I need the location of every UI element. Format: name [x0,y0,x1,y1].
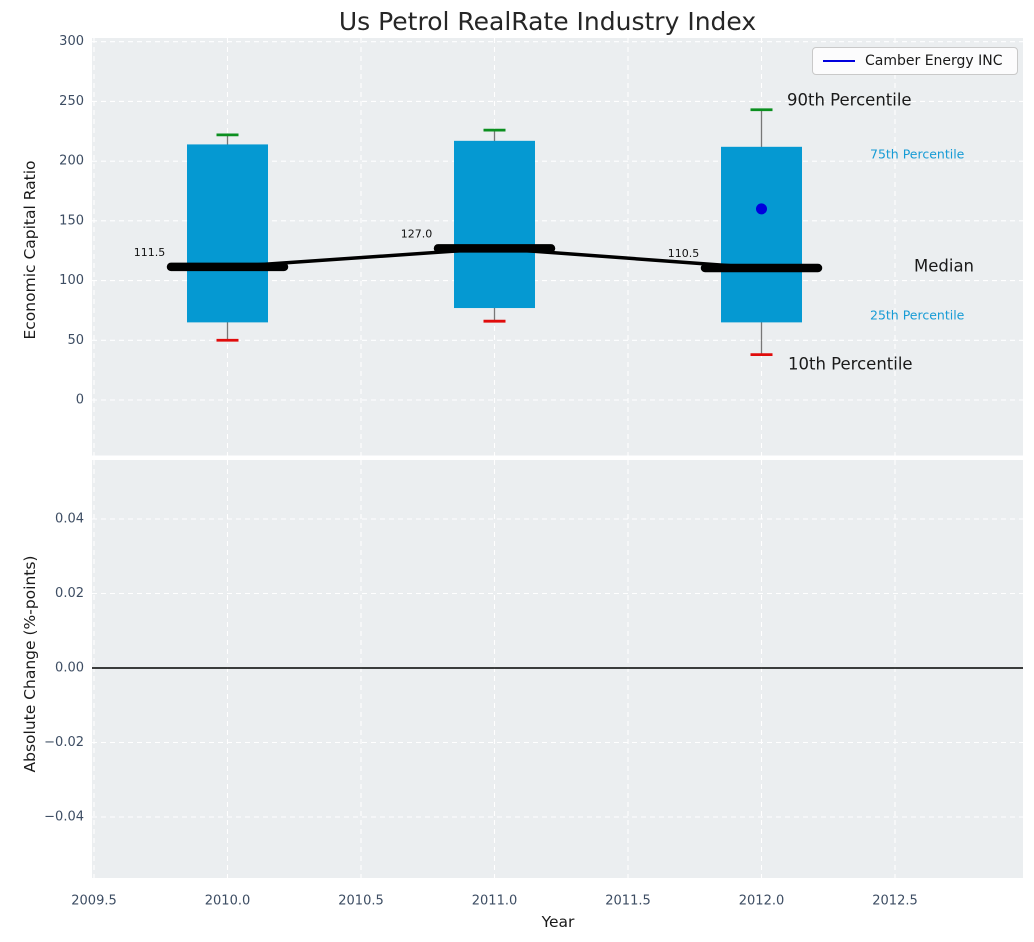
annotation-75th-percentile: 75th Percentile [870,146,965,162]
legend: Camber Energy INC [812,47,1018,75]
top-y-tick-label: 100 [59,273,84,288]
company-point [756,203,767,215]
x-tick-label: 2011.0 [472,894,518,909]
x-tick-label: 2012.5 [872,894,918,909]
chart-title: Us Petrol RealRate Industry Index [338,7,757,36]
box-2012 [721,146,802,323]
bottom-y-tick-label: −0.04 [44,810,84,825]
x-tick-label: 2011.5 [605,894,651,909]
bottom-y-tick-label: 0.00 [55,661,84,676]
bottom-y-axis-label: Absolute Change (%-points) [21,555,39,773]
box-2010 [187,144,268,323]
x-axis-label: Year [541,913,575,931]
annotation-median: Median [914,256,975,276]
top-y-tick-label: 300 [59,34,84,49]
annotation-90th-percentile: 90th Percentile [787,90,912,110]
legend-line-sample [823,60,855,62]
top-y-axis-label: Economic Capital Ratio [21,160,39,340]
median-value-label: 111.5 [134,246,166,259]
median-value-label: 110.5 [668,247,700,260]
top-y-tick-label: 200 [59,154,84,169]
median-value-label: 127.0 [401,227,433,240]
bottom-panel-background [92,460,1023,878]
top-y-tick-label: 250 [59,94,84,109]
bottom-y-tick-label: −0.02 [44,735,84,750]
legend-label: Camber Energy INC [865,53,1003,69]
x-tick-label: 2010.0 [205,894,251,909]
x-tick-label: 2009.5 [71,894,117,909]
box-2011 [454,140,535,309]
bottom-y-tick-label: 0.02 [55,586,84,601]
top-y-tick-label: 150 [59,213,84,228]
top-y-tick-label: 0 [76,393,84,408]
x-tick-label: 2010.5 [338,894,384,909]
x-tick-label: 2012.0 [739,894,785,909]
bottom-y-tick-label: 0.04 [55,512,84,527]
annotation-25th-percentile: 25th Percentile [870,307,965,323]
annotation-10th-percentile: 10th Percentile [788,354,913,374]
top-y-tick-label: 50 [67,333,84,348]
